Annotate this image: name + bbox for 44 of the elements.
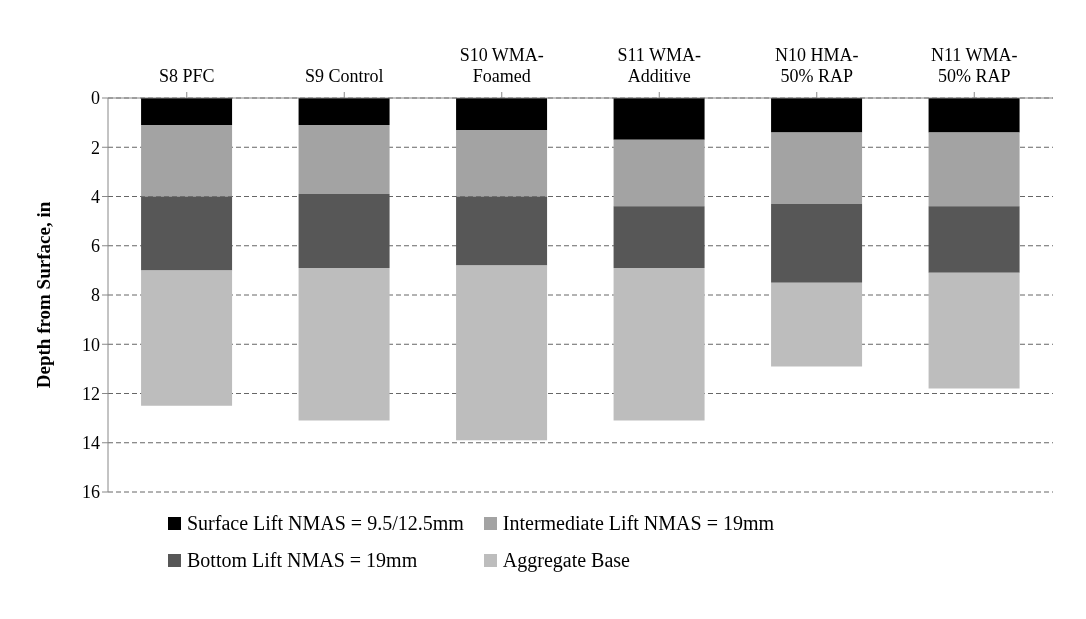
bar bbox=[771, 132, 863, 204]
bar bbox=[613, 267, 705, 421]
bar bbox=[141, 196, 233, 271]
bar bbox=[771, 282, 863, 367]
x-tick-label: S8 PFC bbox=[158, 66, 215, 86]
legend-label: Bottom Lift NMAS = 19mm bbox=[187, 549, 418, 572]
y-tick-label: 8 bbox=[91, 285, 100, 306]
legend-label: Aggregate Base bbox=[502, 549, 630, 572]
bar bbox=[298, 194, 390, 268]
bar bbox=[613, 98, 705, 140]
bar bbox=[456, 265, 548, 441]
bar bbox=[613, 139, 705, 207]
y-tick-label: 14 bbox=[82, 433, 100, 454]
bar bbox=[928, 132, 1020, 207]
bar bbox=[298, 267, 390, 421]
bar bbox=[928, 272, 1020, 389]
bar bbox=[928, 98, 1020, 133]
y-axis-title: Depth from Surface, in bbox=[32, 201, 54, 389]
x-tick-label: S10 WMA-Foamed bbox=[459, 45, 544, 86]
y-tick-label: 0 bbox=[91, 88, 100, 109]
bar bbox=[141, 98, 233, 126]
bar bbox=[141, 270, 233, 406]
y-tick-label: 12 bbox=[82, 383, 100, 404]
bar bbox=[456, 98, 548, 131]
legend-label: Surface Lift NMAS = 9.5/12.5mm bbox=[187, 512, 464, 535]
legend-label: Intermediate Lift NMAS = 19mm bbox=[502, 512, 775, 535]
bar bbox=[771, 98, 863, 133]
y-tick-label: 2 bbox=[91, 137, 100, 158]
x-tick-label: S11 WMA-Additive bbox=[617, 45, 702, 86]
x-tick-label: N11 WMA-50% RAP bbox=[931, 45, 1018, 86]
x-tick-label: N10 HMA-50% RAP bbox=[775, 45, 859, 86]
bar bbox=[456, 130, 548, 197]
x-tick-label: S9 Control bbox=[304, 66, 384, 86]
y-tick-label: 4 bbox=[91, 186, 100, 207]
bar bbox=[298, 98, 390, 126]
bar bbox=[456, 196, 548, 266]
bar bbox=[771, 203, 863, 283]
y-tick-label: 16 bbox=[82, 482, 100, 503]
bar bbox=[141, 125, 233, 197]
bar bbox=[928, 206, 1020, 273]
bar bbox=[613, 206, 705, 268]
bar bbox=[298, 125, 390, 195]
y-tick-label: 10 bbox=[82, 334, 100, 355]
y-tick-label: 6 bbox=[91, 236, 100, 257]
